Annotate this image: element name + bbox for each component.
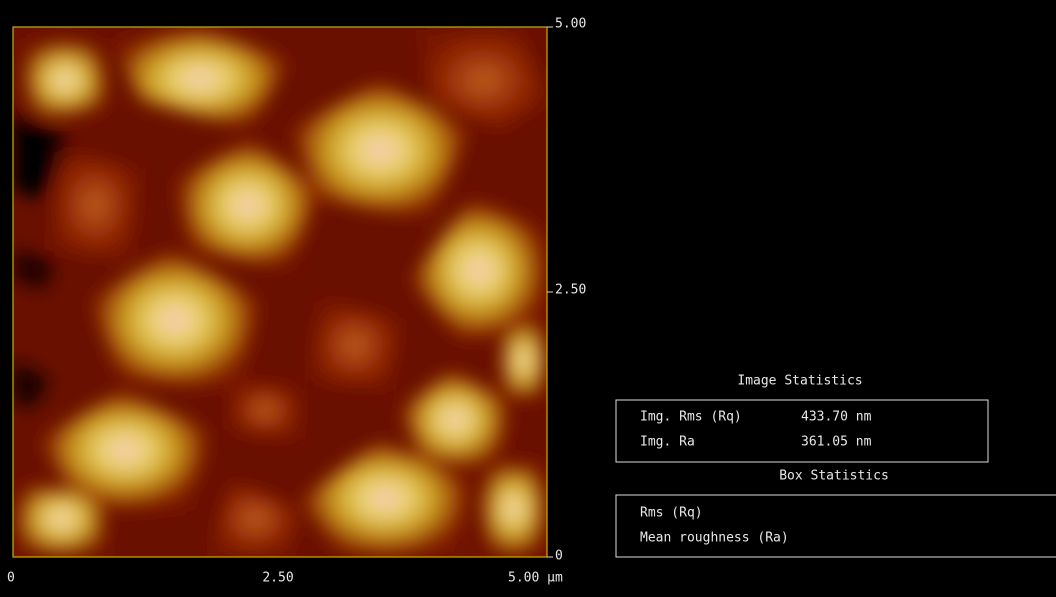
height-map <box>13 27 547 557</box>
y-tick-label: 2.50 <box>555 283 586 298</box>
x-tick-label: 2.50 <box>262 571 293 586</box>
section-title: Image Statistics <box>737 374 862 389</box>
x-tick-label: 5.00 µm <box>508 571 563 586</box>
section-title: Box Statistics <box>779 469 889 484</box>
page: 5.00 2.50 0 0 2.50 5.00 µm Image Statist… <box>0 0 1056 593</box>
y-tick-label: 5.00 <box>555 17 586 32</box>
stat-label: Img. Ra <box>640 435 695 450</box>
y-tick-label: 0 <box>555 549 563 564</box>
x-tick-label: 0 <box>7 571 15 586</box>
stat-label: Rms (Rq) <box>640 506 703 521</box>
stat-label: Img. Rms (Rq) <box>640 410 742 425</box>
stat-value: 361.05 nm <box>801 435 872 450</box>
afm-screen: 5.00 2.50 0 0 2.50 5.00 µm Image Statist… <box>0 0 1056 593</box>
stat-label: Mean roughness (Ra) <box>640 531 789 546</box>
stat-value: 433.70 nm <box>801 410 872 425</box>
